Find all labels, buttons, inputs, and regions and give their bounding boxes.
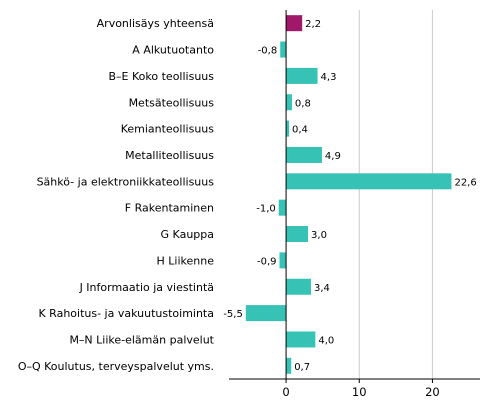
value-label-7: 22,6 [454, 177, 476, 188]
value-label-12: -5,5 [223, 309, 243, 320]
category-label-7: Sähkö- ja elektroniikkateollisuus [37, 175, 215, 188]
bars [245, 15, 452, 374]
bar-10 [279, 252, 287, 269]
value-label-1: 2,2 [305, 19, 321, 30]
bar-6 [286, 146, 322, 163]
category-label-2: A Alkutuotanto [132, 44, 214, 57]
x-tick-label-10: 10 [352, 385, 367, 399]
category-label-1: Arvonlisäys yhteensä [97, 17, 214, 30]
bar-12 [245, 305, 287, 322]
bar-11 [286, 278, 311, 295]
value-label-8: -1,0 [256, 204, 276, 215]
labels: 2,2 Arvonlisäys yhteensä -0,8 A Alkutuotant… [18, 17, 477, 399]
category-label-10: H Liikenne [157, 254, 215, 267]
value-label-14: 0,7 [294, 362, 310, 373]
value-label-6: 4,9 [325, 151, 341, 162]
value-label-2: -0,8 [258, 46, 278, 57]
value-label-9: 3,0 [311, 230, 327, 241]
bar-7 [286, 173, 452, 190]
bar-9 [286, 226, 309, 243]
grid-lines [358, 10, 433, 379]
category-label-14: O–Q Koulutus, terveyspalvelut yms. [18, 360, 214, 373]
bar-14 [286, 357, 292, 374]
bar-5 [286, 120, 290, 137]
value-label-13: 4,0 [318, 335, 334, 346]
value-label-5: 0,4 [292, 125, 308, 136]
category-label-3: B–E Koko teollisuus [109, 70, 215, 83]
category-label-11: J Informaatio ja viestintä [79, 281, 214, 294]
bar-2 [280, 41, 287, 58]
category-label-6: Metalliteollisuus [125, 149, 214, 162]
value-label-4: 0,8 [295, 98, 311, 109]
bar-13 [286, 331, 316, 348]
axes [229, 10, 480, 383]
bar-4 [286, 94, 292, 111]
x-tick-label-0: 0 [282, 385, 289, 399]
category-label-4: Metsäteollisuus [129, 96, 215, 109]
category-label-13: M–N Liike-elämän palvelut [69, 333, 214, 346]
category-label-9: G Kauppa [161, 228, 214, 241]
bar-1 [286, 15, 303, 32]
value-label-3: 4,3 [321, 72, 337, 83]
x-tick-label-20: 20 [425, 385, 440, 399]
value-label-11: 3,4 [314, 283, 330, 294]
value-label-10: -0,9 [257, 256, 277, 267]
bar-8 [278, 199, 287, 216]
bar-3 [286, 67, 318, 84]
category-label-8: F Rakentaminen [125, 202, 214, 215]
category-label-12: K Rahoitus- ja vakuutustoiminta [38, 307, 214, 320]
category-label-5: Kemianteollisuus [121, 123, 215, 136]
